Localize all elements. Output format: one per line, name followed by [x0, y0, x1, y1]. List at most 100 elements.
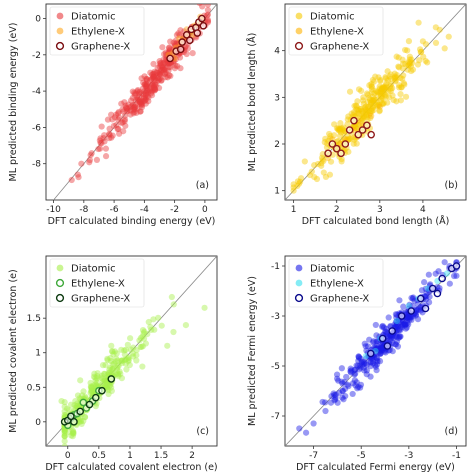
data-point: [369, 358, 377, 365]
data-point: [105, 369, 112, 377]
data-point: [345, 126, 354, 134]
data-point: [93, 156, 101, 163]
data-point: [370, 99, 377, 107]
data-point: [148, 76, 155, 83]
data-point: [383, 325, 390, 333]
data-point: [360, 359, 368, 366]
data-point: [362, 343, 369, 350]
data-point: [142, 91, 150, 98]
data-point: [139, 363, 146, 370]
data-point: [331, 121, 338, 128]
data-point: [400, 80, 408, 87]
data-point: [372, 344, 379, 351]
data-point: [338, 378, 345, 385]
data-point: [92, 377, 99, 384]
data-point: [402, 60, 409, 67]
data-point: [382, 349, 389, 356]
data-point: [110, 351, 117, 358]
data-point: [106, 366, 113, 373]
data-point: [356, 110, 363, 118]
data-point: [94, 370, 101, 377]
data-point: [129, 88, 136, 95]
data-point: [165, 60, 172, 68]
data-point: [399, 56, 406, 63]
data-point: [172, 62, 179, 69]
data-point: [158, 322, 165, 329]
data-point: [88, 387, 95, 394]
data-point: [420, 53, 427, 60]
data-point: [373, 88, 381, 95]
data-point: [96, 137, 103, 144]
data-point: [354, 106, 361, 114]
data-point: [172, 37, 180, 44]
data-point: [151, 73, 158, 80]
legend-marker: [295, 279, 303, 287]
data-point: [419, 38, 427, 45]
data-point: [389, 339, 396, 347]
data-point: [359, 113, 366, 120]
data-point: [156, 75, 164, 82]
data-point: [408, 294, 415, 302]
data-point: [381, 84, 388, 91]
data-point: [142, 340, 149, 347]
data-point: [336, 140, 344, 147]
data-point: [121, 351, 128, 358]
data-point: [340, 135, 348, 142]
x-tick-label: 4: [420, 205, 426, 215]
data-point: [368, 86, 375, 93]
data-point: [170, 39, 177, 46]
y-tick-label: -1: [271, 262, 280, 272]
data-point: [397, 91, 404, 98]
data-point: [189, 50, 196, 57]
data-point: [69, 430, 77, 437]
data-point: [387, 337, 394, 344]
data-point: [369, 104, 377, 111]
x-tick-label: 0: [202, 205, 208, 215]
data-point: [87, 379, 94, 387]
data-point: [370, 339, 377, 346]
data-point: [350, 116, 358, 125]
data-point: [68, 432, 75, 439]
data-point: [378, 85, 385, 92]
data-point: [384, 77, 392, 84]
data-point: [370, 106, 377, 114]
data-point: [128, 103, 135, 110]
data-point: [339, 388, 346, 395]
data-point: [129, 350, 137, 357]
data-point: [376, 358, 384, 365]
data-point: [357, 355, 364, 362]
data-point: [106, 369, 113, 377]
data-point: [166, 45, 173, 52]
data-point: [347, 369, 355, 376]
data-point: [123, 366, 130, 373]
data-point: [374, 355, 381, 362]
data-point: [121, 112, 129, 119]
data-point: [374, 103, 381, 110]
data-point: [343, 373, 350, 381]
data-point: [330, 132, 338, 139]
data-point: [359, 361, 366, 368]
data-point: [407, 307, 416, 315]
data-point: [148, 71, 156, 78]
data-point: [125, 356, 132, 364]
data-point: [138, 98, 145, 105]
data-point: [119, 119, 126, 126]
data-point: [145, 94, 152, 101]
data-point: [422, 57, 429, 65]
data-point: [353, 140, 360, 147]
data-point: [353, 125, 360, 132]
data-point: [402, 321, 409, 328]
data-point: [362, 108, 369, 116]
data-point: [106, 125, 113, 132]
data-point: [159, 44, 166, 51]
data-point: [397, 97, 405, 104]
data-point: [165, 67, 172, 74]
data-point: [88, 388, 95, 395]
data-point: [151, 87, 158, 94]
data-point: [336, 127, 344, 134]
data-point: [115, 362, 122, 369]
data-point: [394, 323, 401, 330]
data-point: [150, 60, 157, 68]
data-point: [122, 356, 129, 363]
data-point: [157, 71, 164, 78]
